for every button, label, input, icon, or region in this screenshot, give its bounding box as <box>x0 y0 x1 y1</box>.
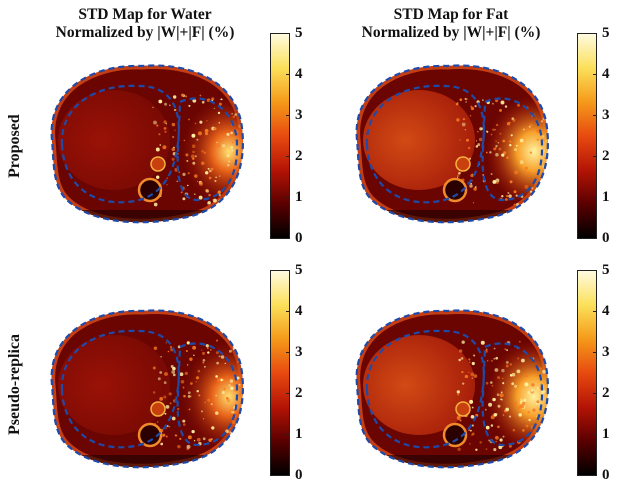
colorbar-tick-mark <box>286 197 290 198</box>
std-map-water-proposed <box>32 50 252 230</box>
colorbar-tick-mark <box>593 33 597 34</box>
column-title-water-line2: Normalized by |W|+|F| (%) <box>55 24 235 41</box>
colorbar-tick-mark <box>286 311 290 312</box>
colorbar-tick-mark <box>593 311 597 312</box>
colorbar-tick-label: 5 <box>602 262 610 278</box>
colorbar-tick-mark <box>593 270 597 271</box>
colorbar-tick-mark <box>593 434 597 435</box>
colorbar-tick-mark <box>593 475 597 476</box>
colorbar-tick-mark <box>286 434 290 435</box>
colorbar-tick-mark <box>286 33 290 34</box>
colorbar-fat-proposed <box>577 33 597 239</box>
colorbar-tick-mark <box>286 115 290 116</box>
colorbar-tick-label: 2 <box>602 148 610 164</box>
colorbar-tick-label: 2 <box>602 385 610 401</box>
row-label-proposed: Proposed <box>6 114 23 178</box>
row-label-pseudo-replica: Pseudo-replica <box>6 333 23 435</box>
std-map-fat-proposed <box>337 50 557 230</box>
colorbar-tick-label: 0 <box>602 467 610 483</box>
colorbar-tick-mark <box>593 156 597 157</box>
colorbar-tick-mark <box>593 352 597 353</box>
colorbar-tick-mark <box>286 270 290 271</box>
colorbar-tick-label: 0 <box>295 467 303 483</box>
colorbar-water-proposed <box>270 33 290 239</box>
colorbar-tick-label: 4 <box>602 66 610 82</box>
column-title-water-line1: STD Map for Water <box>78 6 212 23</box>
colorbar-tick-label: 0 <box>295 230 303 246</box>
colorbar-water-pseudo-replica <box>270 270 290 476</box>
colorbar-tick-label: 3 <box>602 344 610 360</box>
colorbar-tick-mark <box>286 238 290 239</box>
std-map-fat-pseudo-replica <box>337 295 557 475</box>
colorbar-tick-label: 5 <box>295 262 303 278</box>
std-map-fat-pseudo-replica-image <box>355 309 549 469</box>
colorbar-tick-label: 5 <box>295 25 303 41</box>
colorbar-fat-pseudo-replica <box>577 270 597 476</box>
colorbar-tick-mark <box>593 197 597 198</box>
std-map-fat-proposed-image <box>355 64 549 224</box>
colorbar-tick-mark <box>286 352 290 353</box>
column-title-fat: STD Map for Fat Normalized by |W|+|F| (%… <box>326 6 576 42</box>
colorbar-tick-label: 3 <box>602 107 610 123</box>
colorbar-tick-mark <box>286 475 290 476</box>
colorbar-tick-label: 1 <box>602 189 610 205</box>
std-map-water-pseudo-replica-image <box>50 309 244 469</box>
colorbar-tick-label: 0 <box>602 230 610 246</box>
std-map-water-pseudo-replica <box>32 295 252 475</box>
colorbar-tick-mark <box>593 74 597 75</box>
colorbar-tick-mark <box>593 238 597 239</box>
colorbar-tick-mark <box>286 156 290 157</box>
colorbar-tick-label: 1 <box>602 426 610 442</box>
colorbar-tick-label: 3 <box>295 344 303 360</box>
colorbar-tick-label: 2 <box>295 148 303 164</box>
colorbar-tick-label: 3 <box>295 107 303 123</box>
colorbar-tick-mark <box>286 74 290 75</box>
colorbar-tick-label: 4 <box>295 66 303 82</box>
colorbar-tick-mark <box>593 115 597 116</box>
colorbar-tick-label: 2 <box>295 385 303 401</box>
colorbar-tick-label: 1 <box>295 189 303 205</box>
column-title-fat-line1: STD Map for Fat <box>393 6 509 23</box>
colorbar-tick-mark <box>286 393 290 394</box>
colorbar-tick-label: 4 <box>602 303 610 319</box>
colorbar-tick-label: 1 <box>295 426 303 442</box>
colorbar-tick-label: 4 <box>295 303 303 319</box>
std-map-water-proposed-image <box>50 64 244 224</box>
colorbar-tick-label: 5 <box>602 25 610 41</box>
column-title-water: STD Map for Water Normalized by |W|+|F| … <box>20 6 270 42</box>
colorbar-tick-mark <box>593 393 597 394</box>
column-title-fat-line2: Normalized by |W|+|F| (%) <box>361 24 541 41</box>
